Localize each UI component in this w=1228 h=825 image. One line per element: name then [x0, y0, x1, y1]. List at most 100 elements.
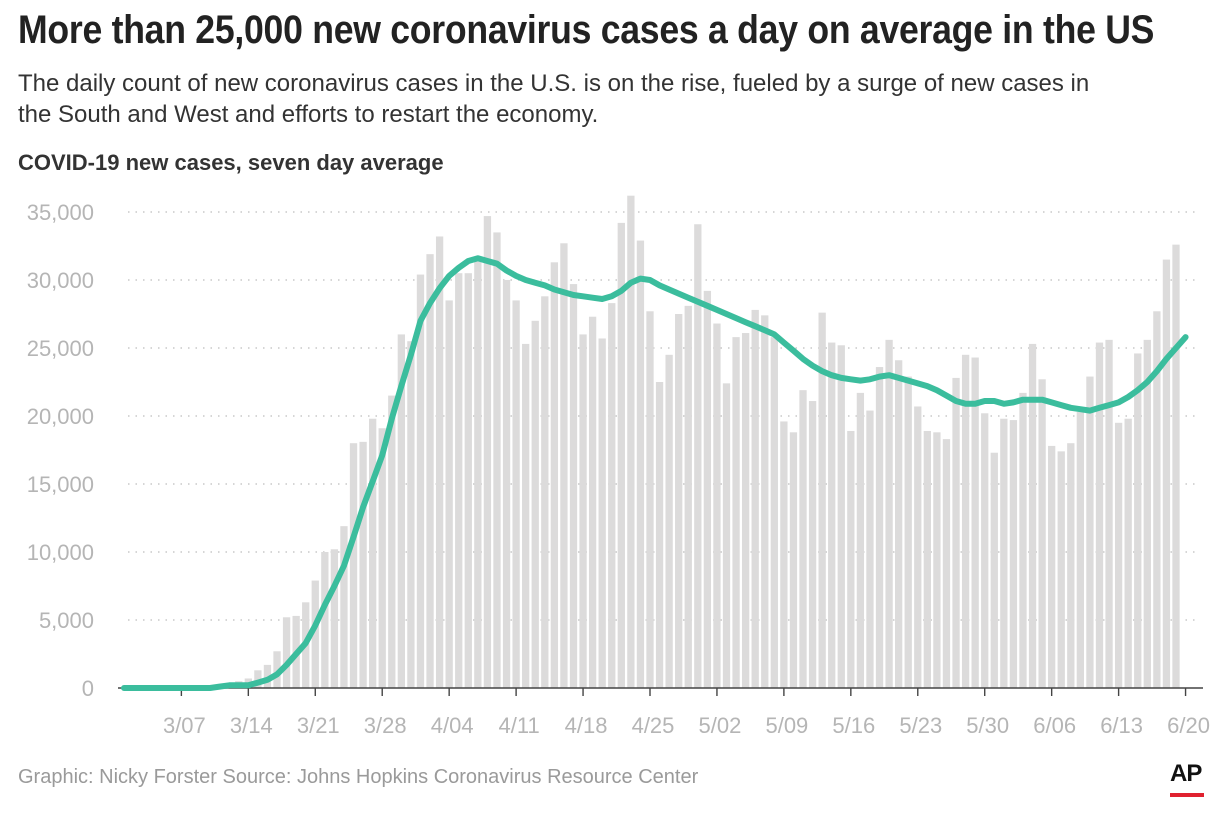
bar — [1105, 339, 1113, 688]
x-tick-label: 5/30 — [966, 713, 1009, 738]
bar — [751, 309, 759, 688]
bar — [588, 316, 597, 688]
page-title: More than 25,000 new coronavirus cases a… — [18, 8, 1155, 52]
bar — [1057, 451, 1065, 688]
y-tick-label: 15,000 — [27, 472, 94, 497]
x-tick-label: 5/23 — [899, 713, 942, 738]
x-axis — [118, 687, 1203, 696]
x-tick-label: 4/18 — [565, 713, 608, 738]
y-tick-label: 20,000 — [27, 404, 94, 429]
bar — [741, 333, 750, 688]
bar — [655, 382, 664, 688]
bar — [847, 430, 855, 688]
x-tick-label: 3/28 — [364, 713, 407, 738]
average-line — [121, 255, 1189, 691]
bar — [1048, 445, 1056, 688]
bar — [579, 334, 587, 688]
bar — [1172, 244, 1180, 688]
bar — [1095, 342, 1104, 688]
bar — [483, 216, 492, 688]
bar — [397, 334, 405, 688]
bar — [1134, 353, 1142, 688]
bar — [761, 315, 769, 688]
x-tick-label: 6/06 — [1033, 713, 1076, 738]
bar — [799, 390, 807, 688]
bar — [369, 418, 377, 688]
bar — [273, 651, 281, 688]
x-tick-label: 5/02 — [699, 713, 742, 738]
chart-title: COVID-19 new cases, seven day average — [18, 150, 444, 175]
bar — [990, 452, 998, 688]
y-tick-label: 5,000 — [39, 608, 94, 633]
bar — [933, 432, 941, 688]
bar — [1019, 392, 1027, 688]
bar — [330, 549, 339, 688]
bar — [340, 526, 348, 688]
bar — [904, 376, 912, 688]
bar — [388, 395, 396, 688]
bar — [254, 670, 262, 688]
x-tick-label: 4/11 — [499, 713, 540, 738]
x-tick-label: 4/25 — [632, 713, 675, 738]
bar — [512, 300, 520, 688]
y-tick-label: 35,000 — [27, 200, 94, 225]
bar — [837, 345, 845, 688]
x-tick-label: 3/21 — [297, 713, 340, 738]
x-tick-label: 3/14 — [230, 713, 273, 738]
x-tick-label: 4/04 — [431, 713, 474, 738]
x-tick-label: 5/16 — [832, 713, 875, 738]
bar — [359, 441, 367, 688]
bar — [684, 305, 692, 688]
ap-logo-text: AP — [1170, 760, 1202, 787]
ap-logo-bar — [1170, 793, 1204, 797]
bar — [646, 311, 654, 688]
bar — [1114, 422, 1123, 688]
bar — [942, 439, 951, 688]
bar — [598, 338, 606, 688]
y-tick-label: 0 — [82, 676, 94, 701]
bar — [311, 580, 319, 688]
bar — [455, 273, 463, 688]
bar — [808, 401, 817, 688]
bar — [1038, 379, 1046, 688]
bar — [416, 274, 425, 688]
bar — [875, 367, 884, 688]
page-subtitle: The daily count of new coronavirus cases… — [18, 70, 1090, 128]
bar — [435, 236, 444, 689]
bar — [349, 443, 358, 688]
bar — [560, 243, 568, 688]
bar — [971, 357, 979, 688]
bar — [780, 421, 788, 688]
bar — [665, 354, 673, 688]
bar — [493, 232, 501, 688]
bar — [502, 280, 511, 688]
bar — [895, 360, 903, 688]
bar — [770, 337, 778, 688]
bar — [608, 303, 616, 688]
bar — [1153, 311, 1161, 688]
bar — [1028, 343, 1037, 688]
x-tick-label: 5/09 — [765, 713, 808, 738]
bar — [321, 552, 329, 688]
y-tick-label: 30,000 — [27, 268, 94, 293]
bar — [703, 290, 712, 688]
bar — [407, 341, 415, 688]
x-tick-label: 6/13 — [1100, 713, 1143, 738]
source-credit: Graphic: Nicky Forster Source: Johns Hop… — [18, 766, 699, 788]
daily-bars — [196, 195, 1180, 689]
ap-logo: AP — [1170, 760, 1204, 800]
bar — [722, 383, 731, 688]
bar — [981, 413, 989, 688]
bar — [1143, 339, 1151, 688]
bar — [694, 224, 702, 689]
bar — [1124, 418, 1132, 688]
bar — [569, 284, 578, 688]
bar — [378, 428, 386, 688]
bar — [627, 195, 635, 688]
bar — [675, 314, 683, 688]
bar — [541, 296, 549, 688]
bar — [617, 222, 625, 688]
bar — [636, 240, 645, 688]
y-tick-label: 10,000 — [27, 540, 94, 565]
